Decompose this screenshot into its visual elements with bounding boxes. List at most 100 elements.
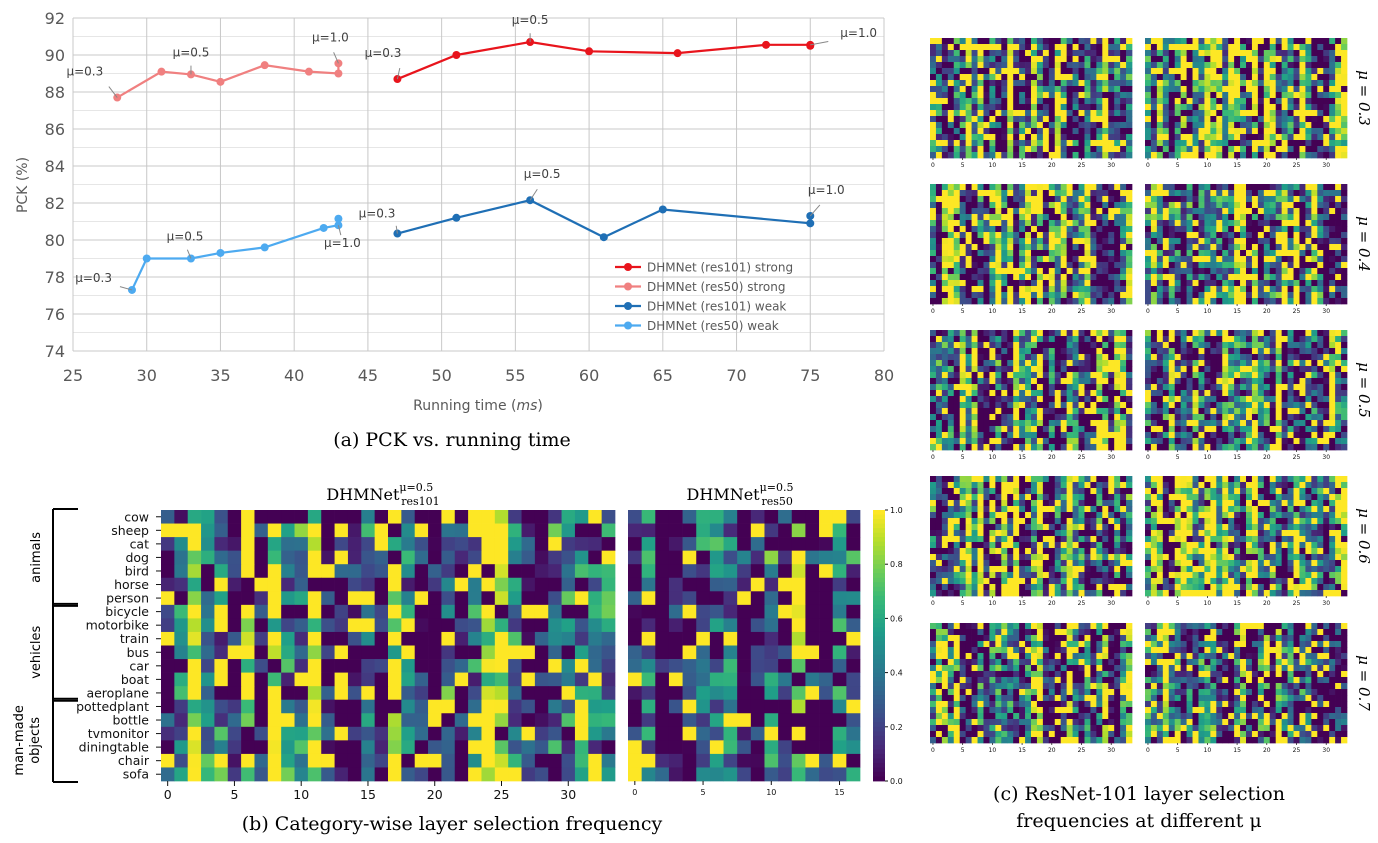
mu-heatmap-cell <box>959 68 966 75</box>
mu-heatmap-cell <box>1186 208 1193 215</box>
mu-heatmap-cell <box>947 92 955 99</box>
mu-heatmap-cell <box>1150 86 1158 93</box>
mu-heatmap-cell <box>1114 262 1121 269</box>
annotation-leader <box>337 225 342 236</box>
mu-heatmap-cell <box>1287 152 1294 159</box>
mu-heatmap-cell <box>1084 140 1091 147</box>
mu-heatmap-cell <box>1287 330 1294 337</box>
mu-heatmap-cell <box>1013 408 1020 415</box>
heatmap-cell <box>819 510 834 524</box>
mu-heatmap-cell <box>983 396 990 403</box>
heatmap-cell <box>227 713 242 728</box>
mu-heatmap-cell <box>1168 152 1176 159</box>
mu-heatmap-cell <box>1019 214 1026 221</box>
heatmap-cell <box>161 740 175 755</box>
mu-heatmap-cell <box>1025 354 1032 361</box>
mu-heatmap-cell <box>1007 238 1014 245</box>
mu-heatmap-cell <box>1054 366 1062 373</box>
heatmap-cell <box>414 604 429 619</box>
mu-heatmap-cell <box>983 268 990 275</box>
mu-heatmap-cell <box>989 238 996 245</box>
mu-heatmap-cell <box>1204 330 1211 337</box>
mu-heatmap-cell <box>1090 214 1097 221</box>
mu-heatmap-cell <box>971 110 978 117</box>
heatmap-cell <box>281 740 295 755</box>
mu-heatmap-cell <box>1257 202 1265 209</box>
mu-heatmap-cell <box>1216 330 1223 337</box>
mu-heatmap-cell <box>1305 238 1312 245</box>
mu-heatmap-cell <box>1246 238 1253 245</box>
mu-heatmap-cell <box>941 244 949 251</box>
mu-heatmap-cell <box>1060 92 1067 99</box>
mu-heatmap-cell <box>989 226 996 233</box>
heatmap-cell <box>737 631 752 646</box>
mu-heatmap-cell <box>1228 134 1235 141</box>
mu-heatmap-cell <box>1066 348 1073 355</box>
mu-heatmap-cell <box>1287 214 1294 221</box>
mu-heatmap-cell <box>1007 202 1014 209</box>
mu-heatmap-cell <box>1168 268 1176 275</box>
mu-heatmap-cell <box>1293 184 1300 191</box>
mu-heatmap-cell <box>1108 238 1115 245</box>
mu-heatmap-cell <box>989 122 996 129</box>
mu-heatmap-cell <box>1192 134 1199 141</box>
mu-heatmap-cell <box>977 354 984 361</box>
heatmap-cell <box>682 645 697 660</box>
mu-heatmap-cell <box>930 110 937 117</box>
mu-heatmap-cell <box>971 390 978 397</box>
mu-heatmap-cell <box>1150 298 1158 305</box>
mu-heatmap-cell <box>971 80 978 87</box>
heatmap-cell <box>682 618 697 633</box>
mu-heatmap-cell <box>1060 62 1067 69</box>
mu-heatmap-cell <box>995 256 1002 263</box>
mu-heatmap-cell <box>947 378 955 385</box>
mu-heatmap-cell <box>1114 298 1121 305</box>
mu-heatmap-cell <box>1228 208 1235 215</box>
mu-heatmap-cell <box>1246 38 1253 45</box>
mu-heatmap-cell <box>1281 86 1288 93</box>
mu-heatmap-cell <box>1180 116 1187 123</box>
heatmap-cell <box>521 537 536 551</box>
data-point <box>762 40 771 49</box>
mu-heatmap-cell <box>1323 152 1330 159</box>
mu-heatmap-cell <box>1031 98 1038 105</box>
mu-heatmap-cell <box>1168 280 1176 287</box>
heatmap-cell <box>832 672 847 687</box>
heatmap-cell <box>494 537 509 551</box>
mu-heatmap-cell <box>941 74 949 81</box>
mu-heatmap-cell <box>1108 432 1115 439</box>
caption-a: (a) PCK vs. running time <box>333 429 571 451</box>
mu-heatmap-cell <box>977 336 984 343</box>
mu-heatmap-cell <box>1150 56 1158 63</box>
mu-heatmap-cell <box>953 286 961 293</box>
heatmap-cell <box>534 591 549 606</box>
mu-heatmap-cell <box>930 348 937 355</box>
mu-heatmap-cell <box>1240 146 1247 153</box>
mu-heatmap-cell <box>1311 116 1318 123</box>
heatmap-cell <box>574 699 589 714</box>
mu-heatmap-cell <box>1025 190 1032 197</box>
mu-heatmap-cell <box>1013 184 1020 191</box>
mu-heatmap-cell <box>1311 256 1318 263</box>
mu-heatmap-cell <box>989 438 996 445</box>
mu-heatmap-cell <box>953 232 961 239</box>
mu-heatmap-cell <box>1186 44 1193 51</box>
mu-heatmap-cell <box>1186 292 1193 299</box>
mu-heatmap-cell <box>1174 244 1181 251</box>
mu-heatmap-cell <box>1299 44 1306 51</box>
mu-heatmap-cell <box>1025 262 1032 269</box>
mu-heatmap-cell <box>989 202 996 209</box>
colorbar-segment <box>873 708 885 714</box>
mu-heatmap-cell <box>1341 98 1348 105</box>
mu-heatmap-cell <box>977 50 984 57</box>
mu-heatmap-cell <box>1168 38 1176 45</box>
heatmap-cell <box>161 767 175 782</box>
mu-heatmap-cell <box>1246 342 1253 349</box>
mu-heatmap-cell <box>1102 62 1109 69</box>
mu-heatmap-cell <box>983 342 990 349</box>
mu-heatmap-cell <box>971 202 978 209</box>
mu-heatmap-cell <box>1054 286 1062 293</box>
heatmap-cell <box>454 740 469 755</box>
x-tick-label: 5 <box>1176 162 1180 169</box>
heatmap-cell <box>294 767 309 782</box>
